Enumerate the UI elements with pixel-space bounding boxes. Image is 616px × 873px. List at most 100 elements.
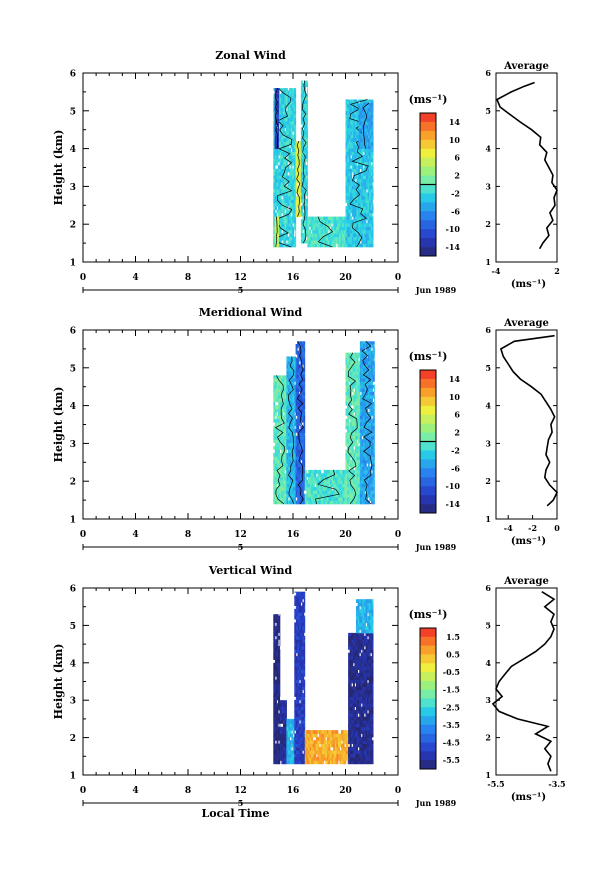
data-cell xyxy=(290,195,293,200)
data-cell xyxy=(355,497,357,501)
data-cell xyxy=(278,168,280,173)
data-cell xyxy=(294,646,297,650)
data-cell xyxy=(291,442,294,447)
data-cell xyxy=(300,199,302,204)
data-cell xyxy=(369,131,372,136)
data-cell xyxy=(273,753,276,758)
data-cell xyxy=(287,144,290,149)
data-cell xyxy=(348,148,351,152)
data-cell xyxy=(294,364,296,369)
data-cell xyxy=(358,449,361,454)
data-cell xyxy=(351,165,354,169)
data-cell xyxy=(366,226,368,231)
data-cell xyxy=(371,446,373,450)
data-cell xyxy=(342,223,345,227)
data-cell xyxy=(332,216,335,220)
data-cell xyxy=(372,490,375,495)
data-cell xyxy=(274,656,277,660)
data-cell xyxy=(303,401,306,406)
data-cell xyxy=(276,693,279,697)
data-cell xyxy=(342,483,345,488)
data-cell xyxy=(282,469,285,474)
data-cell xyxy=(279,713,282,718)
data-cell xyxy=(294,642,297,647)
data-cell xyxy=(279,439,282,443)
data-cell xyxy=(307,175,308,179)
data-cell xyxy=(355,192,357,197)
data-cell xyxy=(350,490,353,495)
data-cell xyxy=(274,408,277,413)
data-cell xyxy=(297,175,300,180)
data-cell xyxy=(295,679,298,684)
data-cell xyxy=(284,408,287,413)
data-cell xyxy=(364,405,367,409)
data-cell xyxy=(348,439,351,443)
data-cell xyxy=(345,439,348,443)
data-cell xyxy=(345,182,348,186)
data-cell xyxy=(344,490,346,495)
data-cell xyxy=(287,107,290,112)
data-cell xyxy=(348,99,351,101)
data-cell xyxy=(279,172,282,176)
data-cell xyxy=(277,121,279,126)
data-cell xyxy=(274,669,277,674)
data-cell xyxy=(289,199,292,204)
data-cell xyxy=(294,367,296,372)
data-cell xyxy=(274,456,277,461)
data-cell xyxy=(301,347,304,352)
data-cell xyxy=(371,418,373,423)
data-cell xyxy=(369,418,372,423)
colorbar-swatch xyxy=(420,148,436,159)
data-cell xyxy=(374,480,375,484)
data-cell xyxy=(282,97,285,101)
data-cell xyxy=(351,463,354,467)
data-cell xyxy=(315,480,318,484)
data-cell xyxy=(364,466,367,471)
data-cell xyxy=(367,243,370,248)
data-cell xyxy=(305,164,308,169)
data-cell xyxy=(282,223,285,227)
data-cell xyxy=(345,466,348,471)
data-cell xyxy=(361,500,364,505)
data-cell xyxy=(279,716,282,721)
data-cell xyxy=(341,490,343,495)
data-cell xyxy=(348,189,351,193)
data-cell xyxy=(290,240,293,244)
data-cell xyxy=(345,452,348,457)
data-cell xyxy=(284,131,287,135)
data-cell xyxy=(366,456,369,461)
data-cell xyxy=(295,753,298,758)
data-cell xyxy=(284,703,287,707)
data-cell xyxy=(282,405,285,409)
data-cell xyxy=(274,473,277,478)
data-cell xyxy=(347,195,350,200)
data-cell xyxy=(273,175,276,180)
data-cell xyxy=(287,199,290,204)
data-cell xyxy=(304,168,306,173)
data-cell xyxy=(345,398,348,403)
data-cell xyxy=(282,229,285,234)
data-cell xyxy=(374,354,375,358)
data-cell xyxy=(347,99,350,101)
data-cell xyxy=(295,456,298,461)
data-cell xyxy=(371,381,373,386)
data-cell xyxy=(358,371,361,375)
data-cell xyxy=(290,216,293,221)
data-cell xyxy=(295,750,298,755)
data-cell xyxy=(279,683,281,687)
data-cell xyxy=(353,236,356,241)
data-cell xyxy=(274,118,277,122)
colorbar-tick-label: 14 xyxy=(449,117,461,127)
data-cell xyxy=(298,148,301,153)
data-cell xyxy=(273,746,276,751)
data-cell xyxy=(300,151,303,155)
data-cell xyxy=(372,145,374,149)
data-cell xyxy=(293,148,296,152)
data-cell xyxy=(367,226,370,231)
data-cell xyxy=(295,493,298,498)
data-cell xyxy=(347,127,350,132)
data-cell xyxy=(372,364,375,369)
data-cell xyxy=(358,374,361,379)
data-cell xyxy=(368,138,371,143)
data-cell xyxy=(347,107,350,112)
